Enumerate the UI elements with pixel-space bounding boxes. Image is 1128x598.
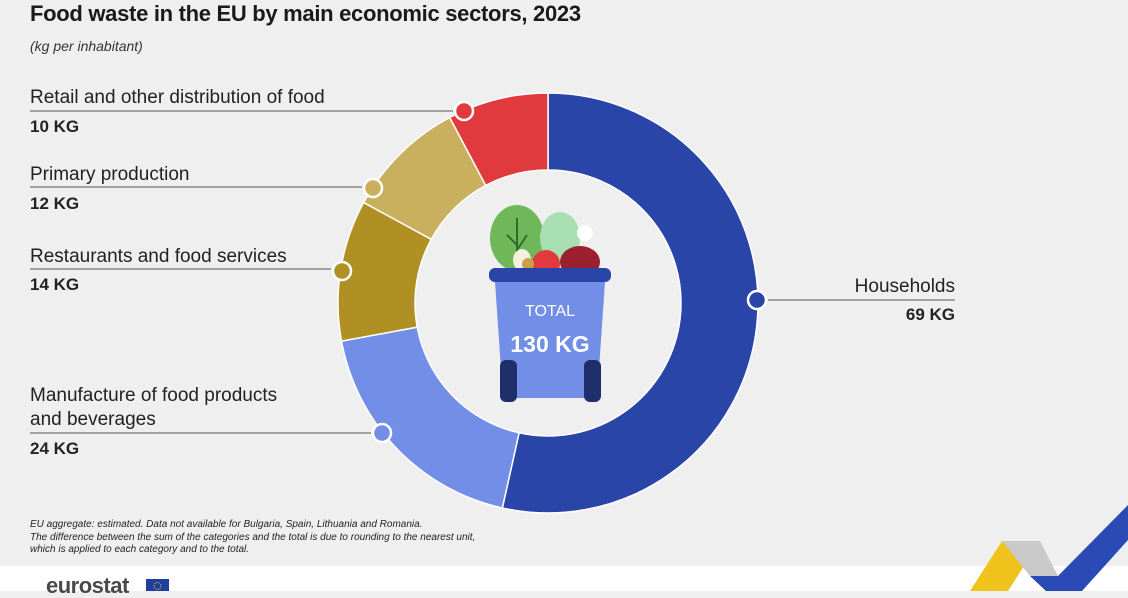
food-bin-icon — [489, 205, 611, 402]
value-primary: 12 KG — [30, 194, 80, 213]
total-label: TOTAL — [525, 303, 575, 320]
footer-band — [0, 566, 1128, 591]
bone-icon — [577, 225, 593, 241]
footnote-line: which is applied to each category and to… — [30, 544, 250, 555]
marker-retail — [453, 100, 475, 122]
slice-manufacture — [340, 326, 520, 509]
label-manufacture-line1: Manufacture of food products — [30, 385, 278, 406]
bin-wheel-left — [500, 360, 517, 402]
chart-title: Food waste in the EU by main economic se… — [30, 1, 581, 26]
marker-primary — [362, 177, 384, 199]
value-manufacture: 24 KG — [30, 439, 80, 458]
bin-wheel-right — [584, 360, 601, 402]
slice-households — [501, 92, 759, 514]
label-retail: Retail and other distribution of food — [30, 87, 325, 108]
label-households: Households — [854, 276, 955, 297]
label-restaurants: Restaurants and food services — [30, 246, 287, 267]
chart-subtitle: (kg per inhabitant) — [30, 38, 143, 54]
value-restaurants: 14 KG — [30, 275, 80, 294]
footnote: EU aggregate: estimated. Data not availa… — [30, 519, 500, 557]
value-households: 69 KG — [905, 305, 955, 324]
total-value: 130 KG — [510, 331, 589, 357]
label-primary: Primary production — [30, 164, 190, 185]
marker-manufacture — [371, 422, 393, 444]
footnote-line: EU aggregate: estimated. Data not availa… — [30, 519, 423, 530]
footnote-line: The difference between the sum of the ca… — [30, 531, 476, 543]
marker-households — [746, 289, 768, 311]
bin-lid — [489, 268, 611, 282]
label-manufacture-line2: and beverages — [30, 409, 156, 430]
marker-restaurants — [331, 260, 353, 282]
slice-retail — [448, 92, 549, 187]
bin-body — [495, 282, 605, 398]
eurostat-logo-text: eurostat — [46, 573, 129, 598]
value-retail: 10 KG — [30, 117, 80, 136]
potato-icon — [522, 258, 534, 270]
